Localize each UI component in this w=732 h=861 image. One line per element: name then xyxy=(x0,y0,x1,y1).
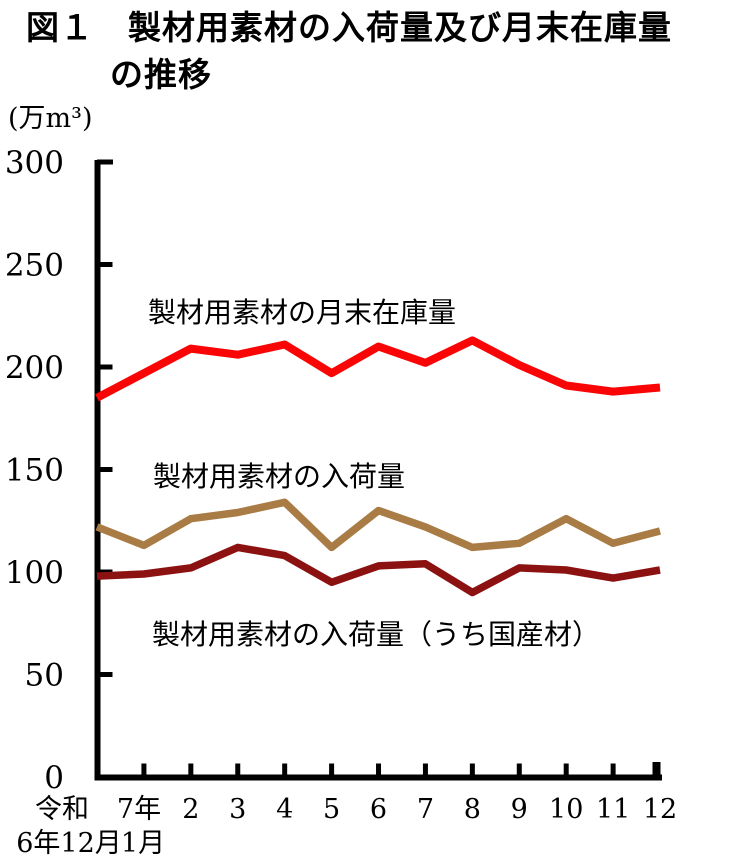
x-tick-label: 8 xyxy=(464,794,481,825)
figure-title-line1: 図１ 製材用素材の入荷量及び月末在庫量 xyxy=(26,9,672,46)
x-tick-label: 7年 xyxy=(117,794,161,825)
y-tick-label: 300 xyxy=(5,145,64,181)
x-tick-label: 7 xyxy=(417,794,434,825)
x-tick-label: 12 xyxy=(643,794,677,825)
figure-title: 図１ 製材用素材の入荷量及び月末在庫量 の推移 xyxy=(26,4,672,98)
x-tick-label: 2 xyxy=(182,794,199,825)
y-tick-label: 150 xyxy=(5,453,64,489)
x-tick-label-row2: 1月 xyxy=(121,828,165,859)
x-tick-label: 11 xyxy=(596,794,630,825)
x-tick-label: 3 xyxy=(229,794,246,825)
series-line-inventory xyxy=(95,336,661,402)
series-label-arrivals: 製材用素材の入荷量 xyxy=(153,460,405,493)
y-tick-label: 0 xyxy=(44,760,64,796)
y-tick-label: 200 xyxy=(5,350,64,386)
y-axis-unit-label: (万m³) xyxy=(8,103,93,134)
x-tick-label: 6 xyxy=(370,794,387,825)
x-tick-label: 9 xyxy=(511,794,528,825)
y-tick-label: 100 xyxy=(5,555,64,591)
series-label-domestic_arrivals: 製材用素材の入荷量（うち国産材） xyxy=(152,618,600,651)
x-tick-label-row2: 6年12月 xyxy=(16,828,122,859)
figure-title-line2: の推移 xyxy=(110,56,212,93)
x-tick-label: 令和 xyxy=(35,794,89,825)
series-line-domestic_arrivals xyxy=(96,543,661,597)
y-tick-label: 250 xyxy=(5,248,64,284)
x-tick-label: 4 xyxy=(276,794,293,825)
series-line-arrivals xyxy=(95,498,661,552)
series-label-inventory: 製材用素材の月末在庫量 xyxy=(148,296,456,329)
x-tick-label: 10 xyxy=(549,794,583,825)
y-tick-label: 50 xyxy=(25,658,64,694)
x-tick-label: 5 xyxy=(323,794,340,825)
